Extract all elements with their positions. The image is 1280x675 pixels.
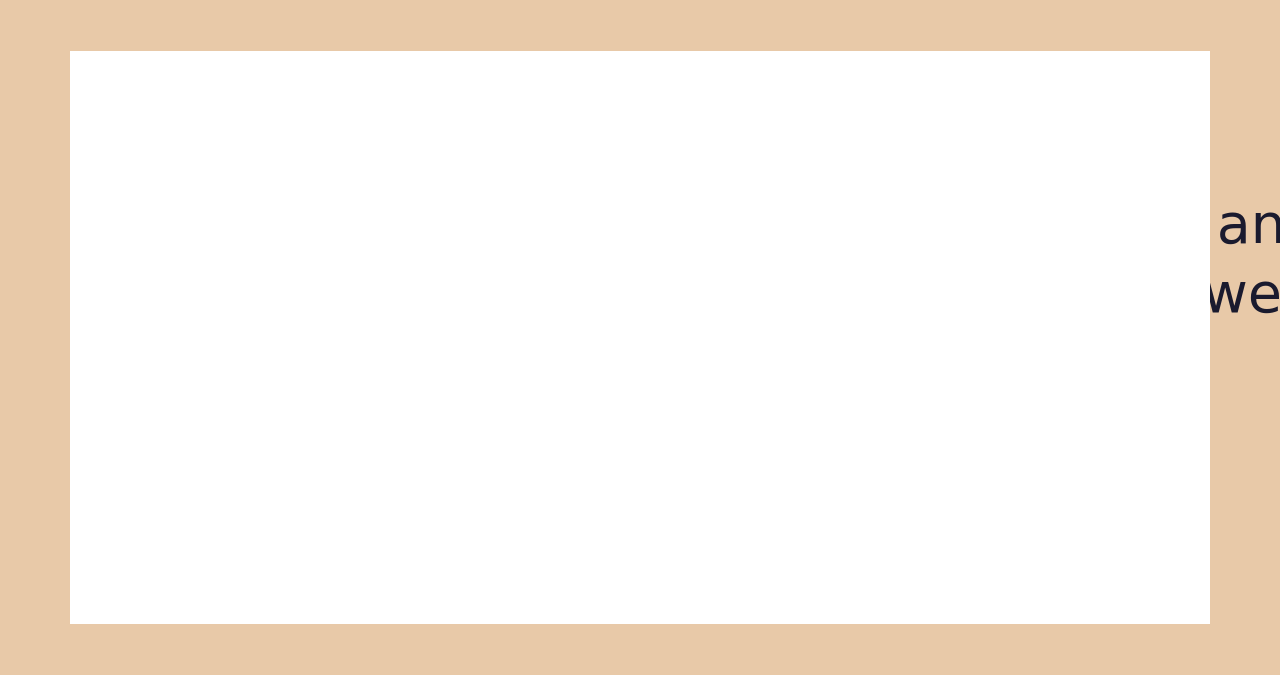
Text: www.awesomefintech.com/terms/dcci/: www.awesomefintech.com/terms/dcci/	[876, 572, 1171, 587]
Text: AwesomeFinTech: AwesomeFinTech	[109, 88, 282, 106]
Text: read more about 💡: read more about 💡	[1029, 491, 1171, 506]
Text: DUAL Commodity Channel Index (DCCI): DUAL Commodity Channel Index (DCCI)	[499, 524, 1171, 554]
Text: The dual commodity channel index is a an
oscillator, which means it oscillates b: The dual commodity channel index is a an…	[109, 201, 1280, 393]
